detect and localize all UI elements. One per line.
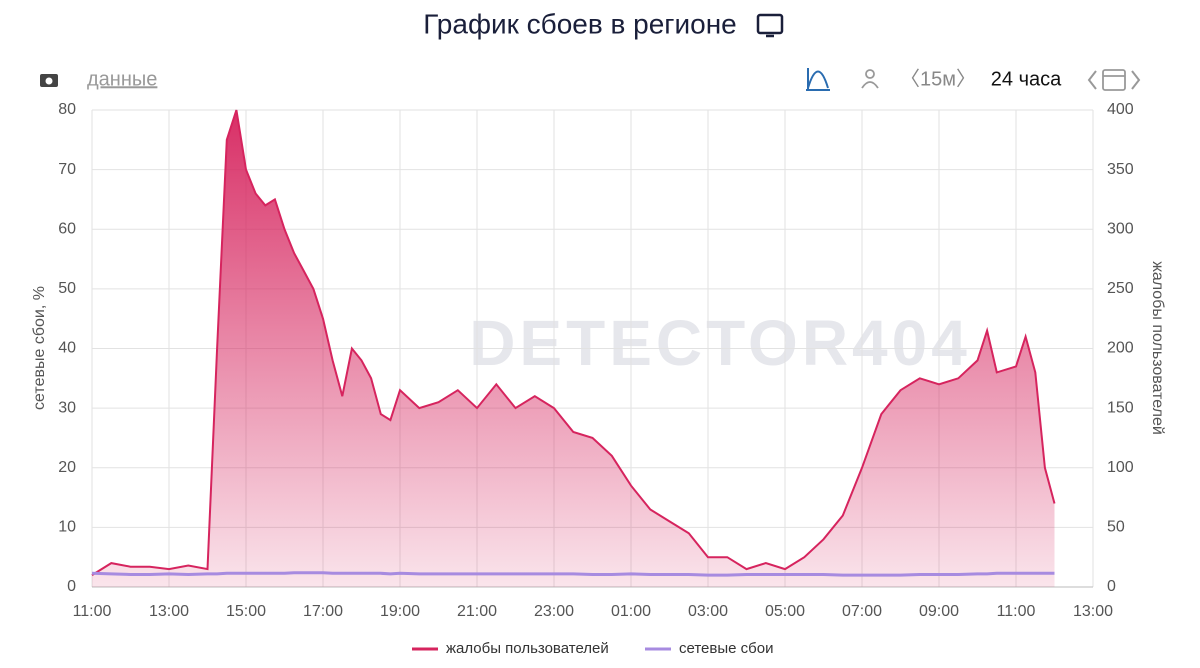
y-tick-label: 0 — [67, 578, 76, 595]
y2-tick-label: 250 — [1107, 280, 1134, 297]
chart-mode-icon[interactable] — [806, 68, 830, 91]
data-link[interactable]: данные — [87, 68, 157, 90]
series-area — [92, 110, 1055, 587]
x-tick-label: 13:00 — [1073, 603, 1113, 620]
y2-tick-label: 400 — [1107, 101, 1134, 118]
y-tick-label: 60 — [58, 220, 76, 237]
x-tick-label: 11:00 — [73, 603, 112, 620]
y-tick-label: 80 — [58, 101, 76, 118]
x-tick-label: 19:00 — [380, 603, 420, 620]
y2-tick-label: 350 — [1107, 161, 1134, 178]
y2-tick-label: 300 — [1107, 220, 1134, 237]
interval-selector[interactable]: 〈15м〉 — [900, 68, 976, 90]
legend-label: сетевые сбои — [679, 640, 773, 657]
x-tick-label: 01:00 — [611, 603, 651, 620]
range-selector[interactable]: 24 часа — [991, 68, 1062, 90]
camera-icon[interactable] — [40, 74, 58, 87]
y2-tick-label: 0 — [1107, 578, 1116, 595]
y-tick-label: 70 — [58, 161, 76, 178]
legend-label: жалобы пользователей — [446, 640, 609, 657]
x-tick-label: 09:00 — [919, 603, 959, 620]
y2-tick-label: 150 — [1107, 399, 1134, 416]
y2-tick-label: 50 — [1107, 519, 1125, 536]
series-line — [91, 571, 1055, 577]
y2-tick-label: 200 — [1107, 340, 1134, 357]
x-tick-label: 05:00 — [765, 603, 805, 620]
monitor-icon — [756, 13, 784, 38]
watermark: DETECTOR404 — [469, 307, 971, 379]
x-tick-label: 11:00 — [997, 603, 1036, 620]
y2-tick-label: 100 — [1107, 459, 1134, 476]
series-line — [91, 109, 1056, 576]
y-tick-label: 40 — [58, 340, 76, 357]
x-tick-label: 15:00 — [226, 603, 266, 620]
x-tick-label: 17:00 — [303, 603, 343, 620]
x-tick-label: 03:00 — [688, 603, 728, 620]
y-tick-label: 30 — [58, 399, 76, 416]
x-tick-label: 07:00 — [842, 603, 882, 620]
y-tick-label: 20 — [58, 459, 76, 476]
user-icon[interactable] — [861, 69, 879, 89]
x-tick-label: 23:00 — [534, 603, 574, 620]
y2-axis-title: жалобы пользователей — [1149, 261, 1166, 435]
x-tick-label: 21:00 — [457, 603, 497, 620]
y-tick-label: 50 — [58, 280, 76, 297]
x-tick-label: 13:00 — [149, 603, 189, 620]
y-axis-title: сетевые сбои, % — [31, 286, 48, 410]
calendar-nav[interactable] — [1087, 69, 1141, 91]
chart-title: График сбоев в регионе — [423, 8, 737, 39]
y-tick-label: 10 — [58, 519, 76, 536]
